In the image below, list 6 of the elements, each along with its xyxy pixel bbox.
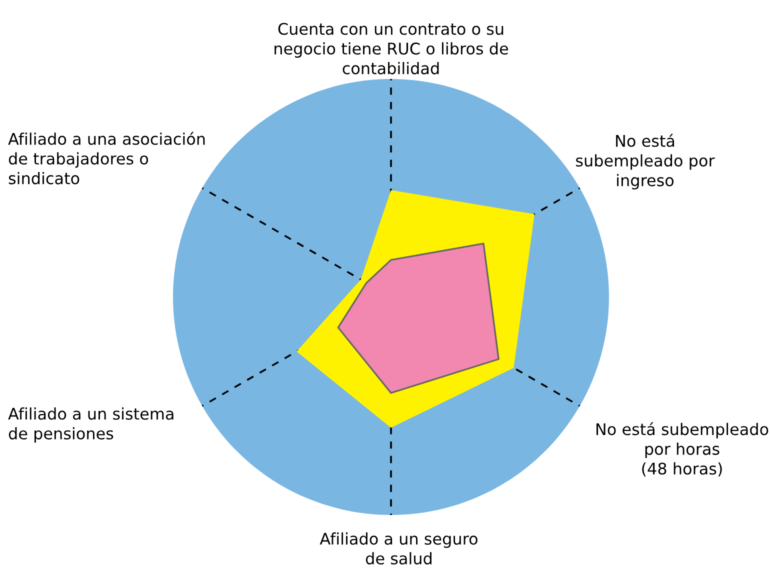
spoke-label: Afiliado a un seguro de salud: [320, 532, 478, 564]
spoke-label: Afiliado a un sistema de pensiones: [8, 407, 174, 443]
spoke-label: No está subempleado por ingreso: [576, 134, 715, 190]
spoke-label: No está subempleado por horas (48 horas): [596, 422, 768, 477]
spoke-label: Cuenta con un contrato o su negocio tiene RUC o libros de contabilidad: [274, 22, 508, 74]
spoke-label: Afiliado a una asociación de trabajadores o sindicato: [8, 132, 205, 184]
